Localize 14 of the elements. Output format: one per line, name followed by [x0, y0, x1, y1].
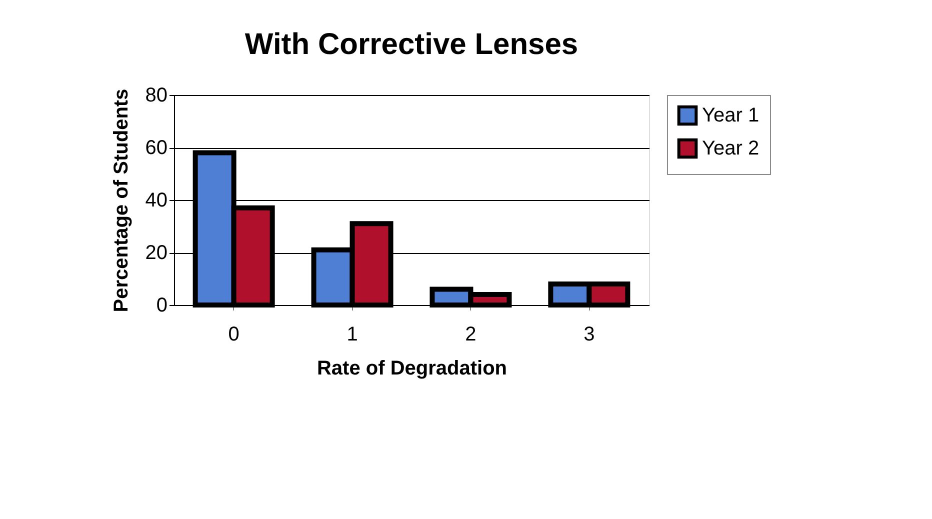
- y-tick-label: 60: [145, 137, 168, 159]
- x-tick-label: 1: [346, 324, 358, 346]
- x-tick-label: 3: [584, 324, 595, 346]
- y-tick-label: 40: [145, 190, 168, 212]
- legend-label: Year 1: [702, 104, 760, 126]
- x-tick-label: 2: [465, 324, 476, 346]
- y-tick-label: 80: [145, 84, 168, 106]
- legend-label: Year 2: [702, 138, 760, 160]
- x-axis-title: Rate of Degradation: [316, 358, 508, 380]
- y-tick-label: 0: [156, 294, 168, 316]
- y-tick-label: 20: [145, 242, 168, 264]
- x-tick-label: 0: [228, 324, 240, 346]
- y-axis-title: Percentage of Students: [110, 88, 132, 312]
- chart-title: With Corrective Lenses: [244, 28, 578, 61]
